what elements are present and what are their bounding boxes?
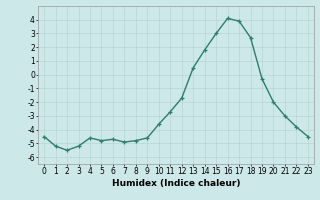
X-axis label: Humidex (Indice chaleur): Humidex (Indice chaleur) [112, 179, 240, 188]
